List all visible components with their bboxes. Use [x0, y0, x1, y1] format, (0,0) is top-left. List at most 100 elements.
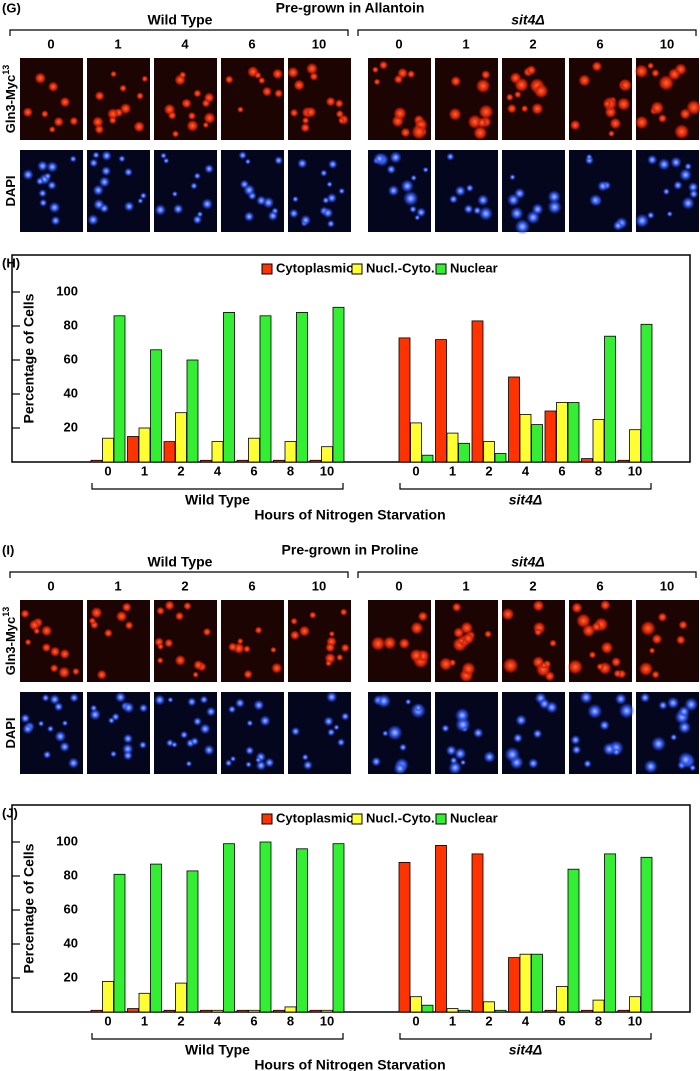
- cell: [267, 210, 279, 222]
- bar: [332, 843, 345, 1013]
- cell: [328, 159, 338, 169]
- legend-swatch: [261, 263, 273, 275]
- micrograph: [20, 692, 83, 774]
- cell: [41, 625, 53, 637]
- cell: [514, 218, 531, 235]
- cell: [591, 61, 603, 72]
- cell: [171, 190, 178, 198]
- cell: [192, 214, 203, 225]
- cell: [651, 670, 660, 679]
- y-tick-label: 100: [56, 283, 78, 298]
- cell: [619, 78, 633, 92]
- cell: [320, 169, 328, 177]
- micrograph: [435, 58, 498, 140]
- cell: [164, 600, 175, 611]
- cell: [172, 203, 184, 215]
- group-name: Wild Type: [185, 1042, 250, 1058]
- cell: [43, 172, 52, 181]
- cell: [651, 633, 663, 645]
- bar: [102, 981, 114, 1013]
- cell: [87, 214, 99, 226]
- cell: [514, 90, 522, 99]
- cell: [193, 89, 202, 98]
- cell: [228, 642, 238, 652]
- cell: [289, 108, 299, 118]
- bar: [435, 339, 447, 463]
- cell: [526, 210, 541, 225]
- image-background: [154, 600, 217, 682]
- cell: [400, 127, 411, 138]
- legend-swatch: [351, 263, 363, 275]
- micrograph: [634, 58, 700, 140]
- cell: [20, 609, 30, 619]
- cell: [540, 662, 548, 669]
- cell: [460, 759, 467, 766]
- cell: [53, 702, 64, 712]
- cell: [291, 726, 301, 736]
- cell: [171, 130, 180, 138]
- image-background: [87, 692, 150, 774]
- cell: [449, 194, 458, 204]
- group-name: Wild Type: [148, 12, 213, 28]
- cell: [37, 160, 49, 172]
- x-tick-label: 1: [141, 1013, 148, 1028]
- cell: [167, 696, 174, 703]
- cell: [274, 155, 284, 165]
- cell: [338, 187, 346, 195]
- cell: [20, 713, 31, 724]
- bar: [200, 459, 212, 463]
- micrograph: [221, 692, 284, 774]
- cell: [193, 660, 204, 671]
- cell: [253, 699, 265, 711]
- cell: [398, 637, 410, 650]
- bar: [284, 1006, 297, 1013]
- time-label: 4: [181, 36, 189, 51]
- cell: [454, 747, 467, 760]
- bar: [508, 376, 520, 463]
- cell: [302, 116, 310, 125]
- cell: [256, 195, 267, 206]
- cell: [34, 72, 47, 84]
- cell: [136, 92, 144, 100]
- cell: [333, 724, 340, 731]
- cell: [373, 78, 381, 86]
- cell: [393, 106, 407, 121]
- bar: [186, 870, 199, 1013]
- cell: [101, 166, 112, 177]
- group-name: Wild Type: [148, 554, 213, 570]
- cell: [416, 207, 427, 218]
- bar: [581, 1009, 593, 1013]
- cell: [657, 612, 668, 622]
- micrograph: [20, 600, 83, 682]
- y-axis-label: Percentage of Cells: [21, 293, 37, 423]
- cell: [336, 738, 346, 747]
- cell: [402, 190, 419, 207]
- cell: [651, 69, 660, 78]
- cell: [478, 206, 494, 221]
- y-tick-label: 20: [64, 969, 78, 984]
- cell: [326, 181, 333, 188]
- chart-frame: [11, 804, 691, 1013]
- cell: [532, 600, 545, 612]
- cell: [326, 219, 335, 228]
- bar: [175, 982, 187, 1013]
- cell: [371, 756, 382, 767]
- cell: [504, 746, 521, 763]
- cell: [407, 70, 416, 79]
- cell: [405, 698, 412, 705]
- bar: [421, 1004, 434, 1013]
- cell: [90, 606, 103, 619]
- cell: [322, 196, 330, 204]
- cell: [484, 630, 492, 638]
- cell: [58, 666, 71, 679]
- cell: [28, 619, 41, 631]
- cell: [190, 736, 200, 746]
- cell: [94, 91, 105, 101]
- micrograph: [87, 150, 150, 232]
- bar: [296, 311, 308, 463]
- cell: [259, 715, 271, 727]
- bar: [483, 1001, 495, 1013]
- cell: [383, 636, 397, 650]
- cell: [670, 733, 678, 741]
